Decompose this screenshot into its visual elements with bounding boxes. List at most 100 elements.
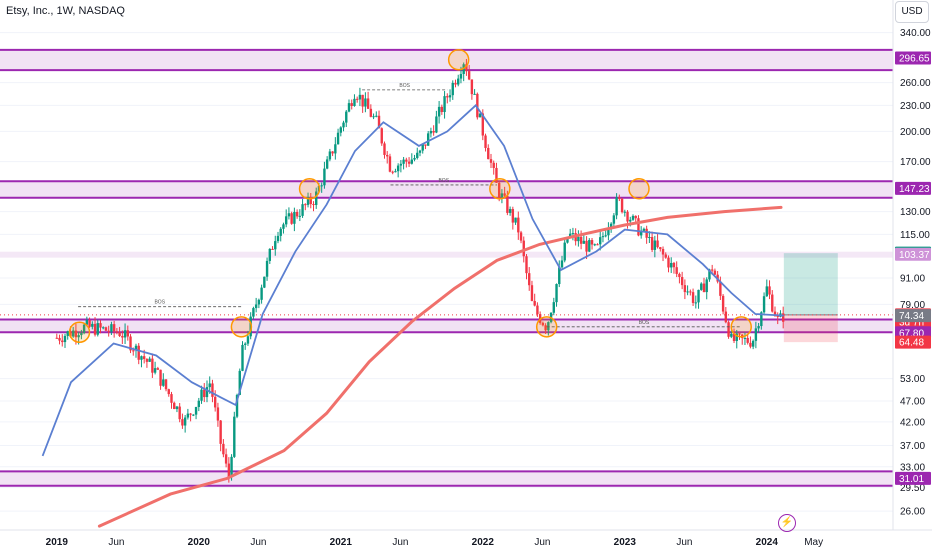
candle-body (478, 113, 482, 118)
candle-body (659, 247, 662, 249)
candle-body (93, 323, 97, 335)
candle-body (771, 294, 774, 312)
candle-body (298, 215, 302, 217)
candle-body (153, 368, 157, 373)
candle-body (500, 193, 504, 198)
x-tick-label: 2023 (614, 537, 637, 548)
candle-body (730, 333, 733, 337)
x-tick-label: Jun (534, 537, 550, 548)
price-tag-zone-light: 103.37 (895, 247, 931, 261)
candle-body (416, 152, 419, 159)
x-tick-label: 2022 (472, 537, 495, 548)
candle-body (634, 215, 637, 219)
x-tick-label: Jun (250, 537, 266, 548)
candle-body (230, 456, 233, 478)
candle-body (487, 147, 490, 160)
candle-body (282, 224, 285, 229)
candle-body (626, 211, 629, 222)
candle-body (377, 115, 381, 129)
candle-body (140, 356, 143, 360)
light-zone (0, 251, 893, 258)
candle-body (274, 241, 277, 250)
candle-body (219, 420, 222, 444)
candle-body (544, 325, 547, 331)
candle-body (301, 204, 304, 216)
price-tag-bg (895, 247, 931, 261)
candle-body (650, 237, 654, 250)
candle-body (528, 273, 531, 286)
candle-body (410, 159, 413, 164)
y-tick-label: 260.00 (900, 78, 931, 89)
candle-body (675, 267, 678, 274)
candle-body (118, 332, 121, 337)
y-tick-label: 42.00 (900, 417, 925, 428)
price-tag-zone: 31.01 (895, 471, 931, 485)
candle-body (519, 232, 523, 241)
candle-body (601, 236, 605, 238)
candle-body (334, 144, 337, 154)
candle-body (126, 330, 129, 337)
candle-body (358, 94, 362, 100)
candle-body (612, 215, 616, 224)
candle-body (164, 379, 168, 390)
candle-body (342, 122, 345, 128)
candle-body (194, 407, 198, 415)
candle-body (579, 236, 583, 244)
lightning-icon[interactable]: ⚡ (778, 514, 796, 532)
candle-body (448, 95, 452, 98)
y-tick-label: 37.00 (900, 441, 925, 452)
candle-body (156, 368, 160, 370)
candle-body (66, 331, 69, 336)
candle-body (115, 331, 119, 333)
candle-body (667, 257, 670, 268)
price-tag-label: 296.65 (899, 54, 930, 65)
candle-body (435, 116, 438, 133)
candle-body (489, 159, 493, 163)
y-tick-label: 230.00 (900, 101, 931, 112)
candle-body (323, 168, 326, 186)
candle-body (347, 103, 351, 112)
pivot-circle (298, 177, 321, 200)
candle-body (749, 342, 752, 347)
candle-body (637, 218, 640, 236)
candle-body (55, 337, 58, 339)
candle-body (192, 414, 195, 416)
candle-body (304, 204, 307, 206)
candle-body (724, 311, 728, 323)
y-tick-label: 170.00 (900, 157, 931, 168)
candle-body (721, 295, 725, 312)
candle-body (757, 326, 760, 329)
candle-body (405, 159, 408, 162)
candle-body (69, 331, 72, 337)
candle-body (710, 269, 714, 271)
candle-body (260, 287, 263, 300)
candle-body (200, 389, 203, 401)
candle-body (620, 198, 624, 213)
candle-body (102, 327, 105, 329)
candle-body (112, 324, 116, 332)
candle-body (268, 248, 271, 261)
price-tag-label: 103.37 (899, 250, 930, 261)
candle-body (781, 313, 785, 322)
candle-body (558, 267, 561, 285)
candle-body (279, 228, 282, 236)
position-target-area (783, 253, 838, 315)
candle-body (495, 167, 498, 183)
candle-body (77, 335, 80, 338)
pivot-circle (628, 177, 650, 200)
candle-body (743, 337, 747, 339)
candle-body (142, 356, 146, 360)
price-tag-label: 3d 7h (899, 317, 924, 328)
candle-body (216, 407, 220, 421)
pivot-circle (230, 316, 253, 338)
candle-body (413, 158, 416, 160)
candle-body (178, 406, 181, 420)
currency-button[interactable]: USD (895, 1, 929, 23)
bos-label: BOS (639, 320, 650, 326)
candle-body (74, 330, 78, 338)
candle-body (96, 323, 99, 335)
zone-fill (0, 49, 893, 71)
candle-body (604, 235, 607, 237)
ma-fast-line (41, 104, 784, 457)
